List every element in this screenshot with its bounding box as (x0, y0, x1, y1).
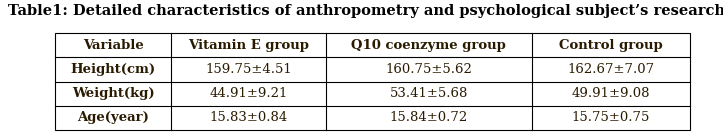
Text: 159.75±4.51: 159.75±4.51 (205, 63, 292, 76)
Text: 15.83±0.84: 15.83±0.84 (210, 111, 288, 124)
Text: 44.91±9.21: 44.91±9.21 (210, 87, 288, 100)
Text: 160.75±5.62: 160.75±5.62 (385, 63, 472, 76)
Text: 162.67±7.07: 162.67±7.07 (568, 63, 654, 76)
Text: Weight(kg): Weight(kg) (72, 87, 155, 100)
Bar (55, 33, 690, 130)
Text: 49.91±9.08: 49.91±9.08 (572, 87, 651, 100)
Text: 15.84±0.72: 15.84±0.72 (390, 111, 468, 124)
Text: Vitamin E group: Vitamin E group (188, 39, 309, 52)
Text: Height(cm): Height(cm) (71, 63, 155, 76)
Text: Q10 coenzyme group: Q10 coenzyme group (351, 39, 506, 52)
Text: Age(year): Age(year) (77, 111, 149, 124)
Text: 53.41±5.68: 53.41±5.68 (390, 87, 468, 100)
Text: Table1: Detailed characteristics of anthropometry and psychological subject’s re: Table1: Detailed characteristics of anth… (8, 4, 723, 18)
Text: 15.75±0.75: 15.75±0.75 (572, 111, 650, 124)
Text: Control group: Control group (559, 39, 663, 52)
Text: Variable: Variable (83, 39, 144, 52)
